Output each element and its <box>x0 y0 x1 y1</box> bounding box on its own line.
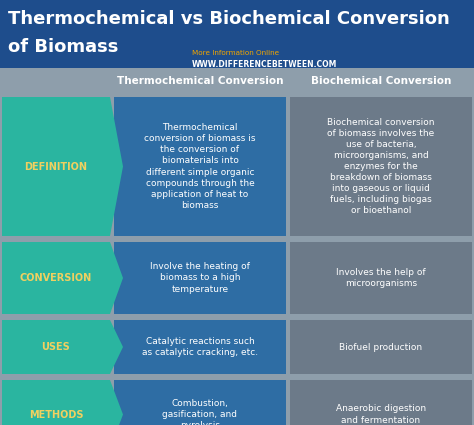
Text: of Biomass: of Biomass <box>8 38 118 56</box>
FancyBboxPatch shape <box>114 320 286 374</box>
Text: DEFINITION: DEFINITION <box>25 162 88 172</box>
Polygon shape <box>2 320 123 374</box>
FancyBboxPatch shape <box>0 0 474 68</box>
Text: Biofuel production: Biofuel production <box>339 343 422 351</box>
Text: Biochemical conversion
of biomass involves the
use of bacteria,
microorganisms, : Biochemical conversion of biomass involv… <box>327 118 435 215</box>
Text: METHODS: METHODS <box>29 410 83 419</box>
Text: Thermochemical
conversion of biomass is
the conversion of
biomaterials into
diff: Thermochemical conversion of biomass is … <box>144 123 256 210</box>
FancyBboxPatch shape <box>290 97 472 236</box>
Text: Involve the heating of
biomass to a high
temperature: Involve the heating of biomass to a high… <box>150 262 250 294</box>
FancyBboxPatch shape <box>114 97 286 236</box>
FancyBboxPatch shape <box>290 380 472 425</box>
FancyBboxPatch shape <box>114 380 286 425</box>
Text: Involves the help of
microorganisms: Involves the help of microorganisms <box>336 268 426 288</box>
Polygon shape <box>2 97 123 236</box>
Text: WWW.DIFFERENCEBETWEEN.COM: WWW.DIFFERENCEBETWEEN.COM <box>192 60 337 69</box>
Text: Catalytic reactions such
as catalytic cracking, etc.: Catalytic reactions such as catalytic cr… <box>142 337 258 357</box>
FancyBboxPatch shape <box>114 242 286 314</box>
Polygon shape <box>2 380 123 425</box>
Text: More Information Online: More Information Online <box>192 50 279 56</box>
Text: USES: USES <box>42 342 70 352</box>
Text: Biochemical Conversion: Biochemical Conversion <box>311 76 451 86</box>
Text: CONVERSION: CONVERSION <box>20 273 92 283</box>
Polygon shape <box>2 242 123 314</box>
Text: Anaerobic digestion
and fermentation: Anaerobic digestion and fermentation <box>336 405 426 425</box>
Text: Thermochemical Conversion: Thermochemical Conversion <box>117 76 283 86</box>
Text: Combustion,
gasification, and
pyrolysis: Combustion, gasification, and pyrolysis <box>163 399 237 425</box>
FancyBboxPatch shape <box>290 320 472 374</box>
FancyBboxPatch shape <box>290 242 472 314</box>
Text: Thermochemical vs Biochemical Conversion: Thermochemical vs Biochemical Conversion <box>8 10 450 28</box>
